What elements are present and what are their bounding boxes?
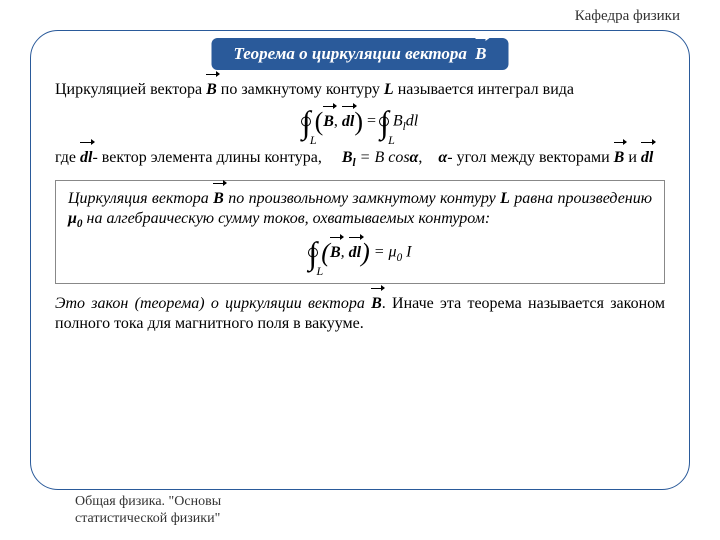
footer: Общая физика. "Основы статистической физ… [75,494,221,528]
f1-rhs-dl: dl [406,113,418,130]
p2-eq-mid: = B cos [356,149,410,166]
slide-content: Циркуляцией вектора B по замкнутому конт… [55,80,665,338]
p2-Bl: B [342,149,353,166]
th-a: Циркуляция вектора [68,190,213,207]
vector-B: B [206,80,217,100]
p3-a: Это закон (теорема) о циркуляции вектора [55,295,371,312]
p2-comma: , [418,149,422,166]
p1-text-a: Циркуляцией вектора [55,81,206,98]
th-c: равна произведению [510,190,652,207]
title-vector-B: B [475,44,486,64]
vector-dl: dl [80,148,92,168]
p2-vecB: B [614,148,625,168]
contour-integral-2: ∫ L [380,106,389,138]
formula-2: ∫ L (B, dl) = μ0 I [68,237,652,269]
p2-c: - угол между векторами [447,149,613,166]
footer-line-1: Общая физика. "Основы [75,494,221,511]
paragraph-3: Это закон (теорема) о циркуляции вектора… [55,294,665,334]
paragraph-2: где dl- вектор элемента длины контура, B… [55,148,665,170]
paragraph-1: Циркуляцией вектора B по замкнутому конт… [55,80,665,100]
f2-mu-sub: 0 [397,252,403,264]
th-d: на алгебраическую сумму токов, охватывае… [83,210,491,227]
f2-mu: μ [389,244,397,261]
f1-dl: dl [342,112,354,132]
slide-title: Теорема о циркуляции вектора B [212,38,509,70]
contour-integral-3: ∫ L [309,237,318,269]
theorem-text: Циркуляция вектора B по произвольному за… [68,189,652,231]
f2-dl: dl [349,243,361,263]
p2-alpha2: α [438,149,447,166]
contour-integral-1: ∫ L [302,106,311,138]
p2-and: и [624,149,641,166]
p2-a: где [55,149,80,166]
f2-B: B [330,243,341,263]
symbol-L: L [384,81,394,98]
f1-Bl: B [393,113,403,130]
header-department: Кафедра физики [575,8,680,25]
title-text: Теорема о циркуляции вектора [234,44,467,63]
p1-text-c: называется интеграл вида [398,81,574,98]
p2-vecdl: dl [641,148,653,168]
p3-vecB: B [371,294,382,314]
formula-1: ∫ L (B, dl) = ∫ L Bldl [55,106,665,138]
p2-b: - вектор элемента длины контура, [92,149,321,166]
th-vecB: B [213,189,224,209]
theorem-box: Циркуляция вектора B по произвольному за… [55,180,665,284]
th-mu: μ [68,210,77,227]
f2-I: I [406,244,411,261]
p1-text-b: по замкнутому контуру [221,81,384,98]
footer-line-2: статистической физики" [75,511,221,528]
th-L: L [500,190,510,207]
th-b: по произвольному замкнутому контуру [224,190,500,207]
f1-B: B [323,112,334,132]
